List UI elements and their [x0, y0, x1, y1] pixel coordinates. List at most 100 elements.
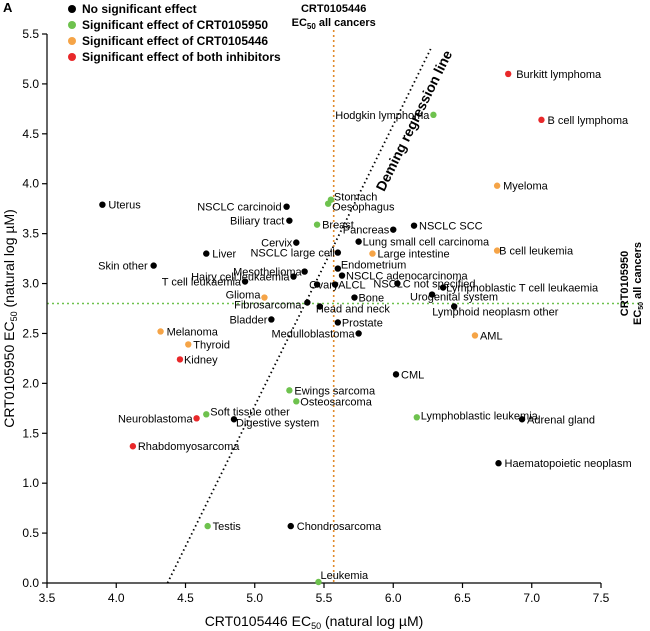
point-neuroblastoma	[193, 415, 200, 422]
deming-regression: Deming regression line	[166, 47, 455, 584]
x-tick-label: 5.0	[246, 591, 263, 605]
point-fibrosarcoma	[304, 299, 311, 306]
point-label-hairy-cell-leukaemia: Hairy cell leukaemia	[191, 272, 290, 284]
point-label-nsclc-large-cell: NSCLC large cell	[250, 248, 334, 260]
point-label-lymphoblastic-t-cell-leukaemia: Lymphoblastic T cell leukaemia	[446, 283, 599, 295]
point-alcl	[331, 281, 339, 288]
legend: No significant effect Significant effect …	[68, 2, 281, 64]
point-label-bone: Bone	[358, 293, 384, 305]
point-labels: Burkitt lymphoma B cell lymphoma Hodgkin l…	[98, 69, 632, 582]
point-label-b-cell-lymphoma: B cell lymphoma	[547, 115, 629, 127]
y-tick-label: 3.0	[22, 277, 39, 291]
point-burkitt-lymphoma	[505, 70, 512, 78]
point-t-cell-leukaemia	[241, 278, 249, 285]
point-b-cell-lymphoma	[538, 116, 545, 124]
point-label-ovary: Ovary	[309, 280, 339, 292]
point-label-lymphoid-neoplasm-other: Lymphoid neoplasm other	[432, 307, 559, 319]
legend-label-green: Significant effect of CRT0105950	[82, 18, 268, 32]
axes: 3.5 4.0 4.5 5.0 5.5 6.0 6.5 7.0 7.5 0.0 0.5 1.0 1.5 2…	[22, 27, 609, 605]
point-label-mesothelioma: Mesothelioma	[233, 267, 302, 279]
y-tick-label: 1.0	[22, 476, 39, 490]
x-tick-label: 4.0	[108, 591, 125, 605]
point-ovary	[313, 281, 321, 288]
point-haematopoietic-neoplasm	[495, 460, 502, 467]
point-label-urogenital-system: Urogenital system	[410, 292, 498, 304]
x-tick-label: 6.0	[385, 591, 402, 605]
point-bladder	[268, 316, 275, 323]
point-breast	[313, 221, 321, 228]
legend-marker-green	[68, 21, 76, 29]
y-tick-label: 0.0	[22, 576, 39, 590]
point-label-adrenal-gland: Adrenal gland	[527, 414, 595, 426]
point-label-breast: Breast	[322, 220, 354, 232]
point-aml	[471, 332, 479, 339]
point-nsclc-adenocarcinoma	[338, 272, 346, 279]
point-b-cell-leukemia	[493, 247, 501, 254]
point-label-glioma: Glioma	[226, 290, 262, 302]
point-label-osteosarcoma: Osteosarcoma	[300, 396, 372, 408]
point-label-aml: AML	[480, 330, 503, 342]
point-liver	[203, 250, 210, 257]
point-label-ewings-sarcoma: Ewings sarcoma	[294, 385, 376, 397]
legend-label-orange: Significant effect of CRT0105446	[82, 34, 268, 48]
point-label-pancreas: Pancreas	[343, 225, 390, 237]
point-mesothelioma	[301, 268, 308, 275]
point-nsclc-not-specified	[394, 280, 401, 287]
point-osteosarcoma	[293, 398, 300, 405]
point-label-skin-other: Skin other	[98, 261, 148, 273]
point-biliary-tract	[286, 217, 293, 224]
y-tick-label: 4.0	[22, 177, 39, 191]
x-tick-label: 7.0	[523, 591, 540, 605]
point-label-chondrosarcoma: Chondrosarcoma	[297, 521, 382, 533]
point-label-myeloma: Myeloma	[503, 181, 549, 193]
point-large-intestine	[369, 250, 376, 257]
point-oesophagus	[324, 200, 332, 207]
point-skin-other	[150, 262, 157, 269]
point-kidney	[176, 356, 184, 363]
point-label-testis: Testis	[213, 521, 242, 533]
point-label-alcl: ALCL	[338, 280, 366, 292]
point-label-cml: CML	[401, 369, 424, 381]
point-label-nsclc-adenocarcinoma: NSCLC adenocarcinoma	[346, 271, 469, 283]
x-tick-label: 7.5	[593, 591, 610, 605]
point-label-nsclc-scc: NSCLC SCC	[419, 221, 483, 233]
point-label-kidney: Kidney	[184, 354, 218, 366]
x-axis-title: CRT0105446 EC50 (natural log µM)	[205, 613, 424, 631]
horizontal-ref-title-line2: EC50 all cancers	[632, 242, 645, 325]
point-label-cervix: Cervix	[261, 238, 293, 250]
horizontal-ref-title-line1: CRT0105950	[619, 251, 631, 316]
point-label-hodgkin-lymphoma: Hodgkin lymphoma	[335, 110, 430, 122]
point-lymphoid-neoplasm-other	[450, 303, 458, 310]
point-nsclc-carcinoid	[283, 203, 290, 210]
point-label-rhabdomyosarcoma: Rhabdomyosarcoma	[138, 441, 240, 453]
point-label-liver: Liver	[212, 249, 236, 261]
point-glioma	[261, 294, 268, 301]
point-label-lung-small-cell-carcinoma: Lung small cell carcinoma	[363, 237, 490, 249]
y-tick-label: 1.5	[22, 426, 39, 440]
point-head-and-neck	[316, 303, 324, 310]
y-tick-label: 2.5	[22, 326, 39, 340]
point-label-t-cell-leukaemia: T cell leukaemia	[162, 277, 242, 289]
y-tick-label: 4.5	[22, 127, 39, 141]
point-melanoma	[157, 328, 164, 335]
legend-marker-red	[68, 53, 76, 61]
point-label-fibrosarcoma: Fibrosarcoma	[234, 300, 302, 312]
point-thyroid	[185, 341, 192, 348]
point-leukemia	[315, 578, 322, 586]
point-lymphoblastic-t-cell-leukaemia	[439, 284, 447, 291]
point-label-burkitt-lymphoma: Burkitt lymphoma	[516, 69, 602, 81]
point-rhabdomyosarcoma	[129, 443, 137, 450]
y-tick-label: 5.0	[22, 77, 39, 91]
point-label-oesophagus: Oesophagus	[332, 202, 395, 214]
point-label-stomach: Stomach	[334, 192, 377, 204]
legend-label-red: Significant effect of both inhibitors	[82, 50, 281, 64]
point-cervix	[293, 239, 300, 246]
point-prostate	[334, 319, 342, 326]
point-label-leukemia: Leukemia	[320, 570, 369, 582]
point-uterus	[99, 201, 106, 208]
point-testis	[204, 522, 211, 530]
point-soft-tissue-other	[203, 411, 210, 418]
vertical-ref-title-line2: EC50 all cancers	[292, 17, 376, 31]
